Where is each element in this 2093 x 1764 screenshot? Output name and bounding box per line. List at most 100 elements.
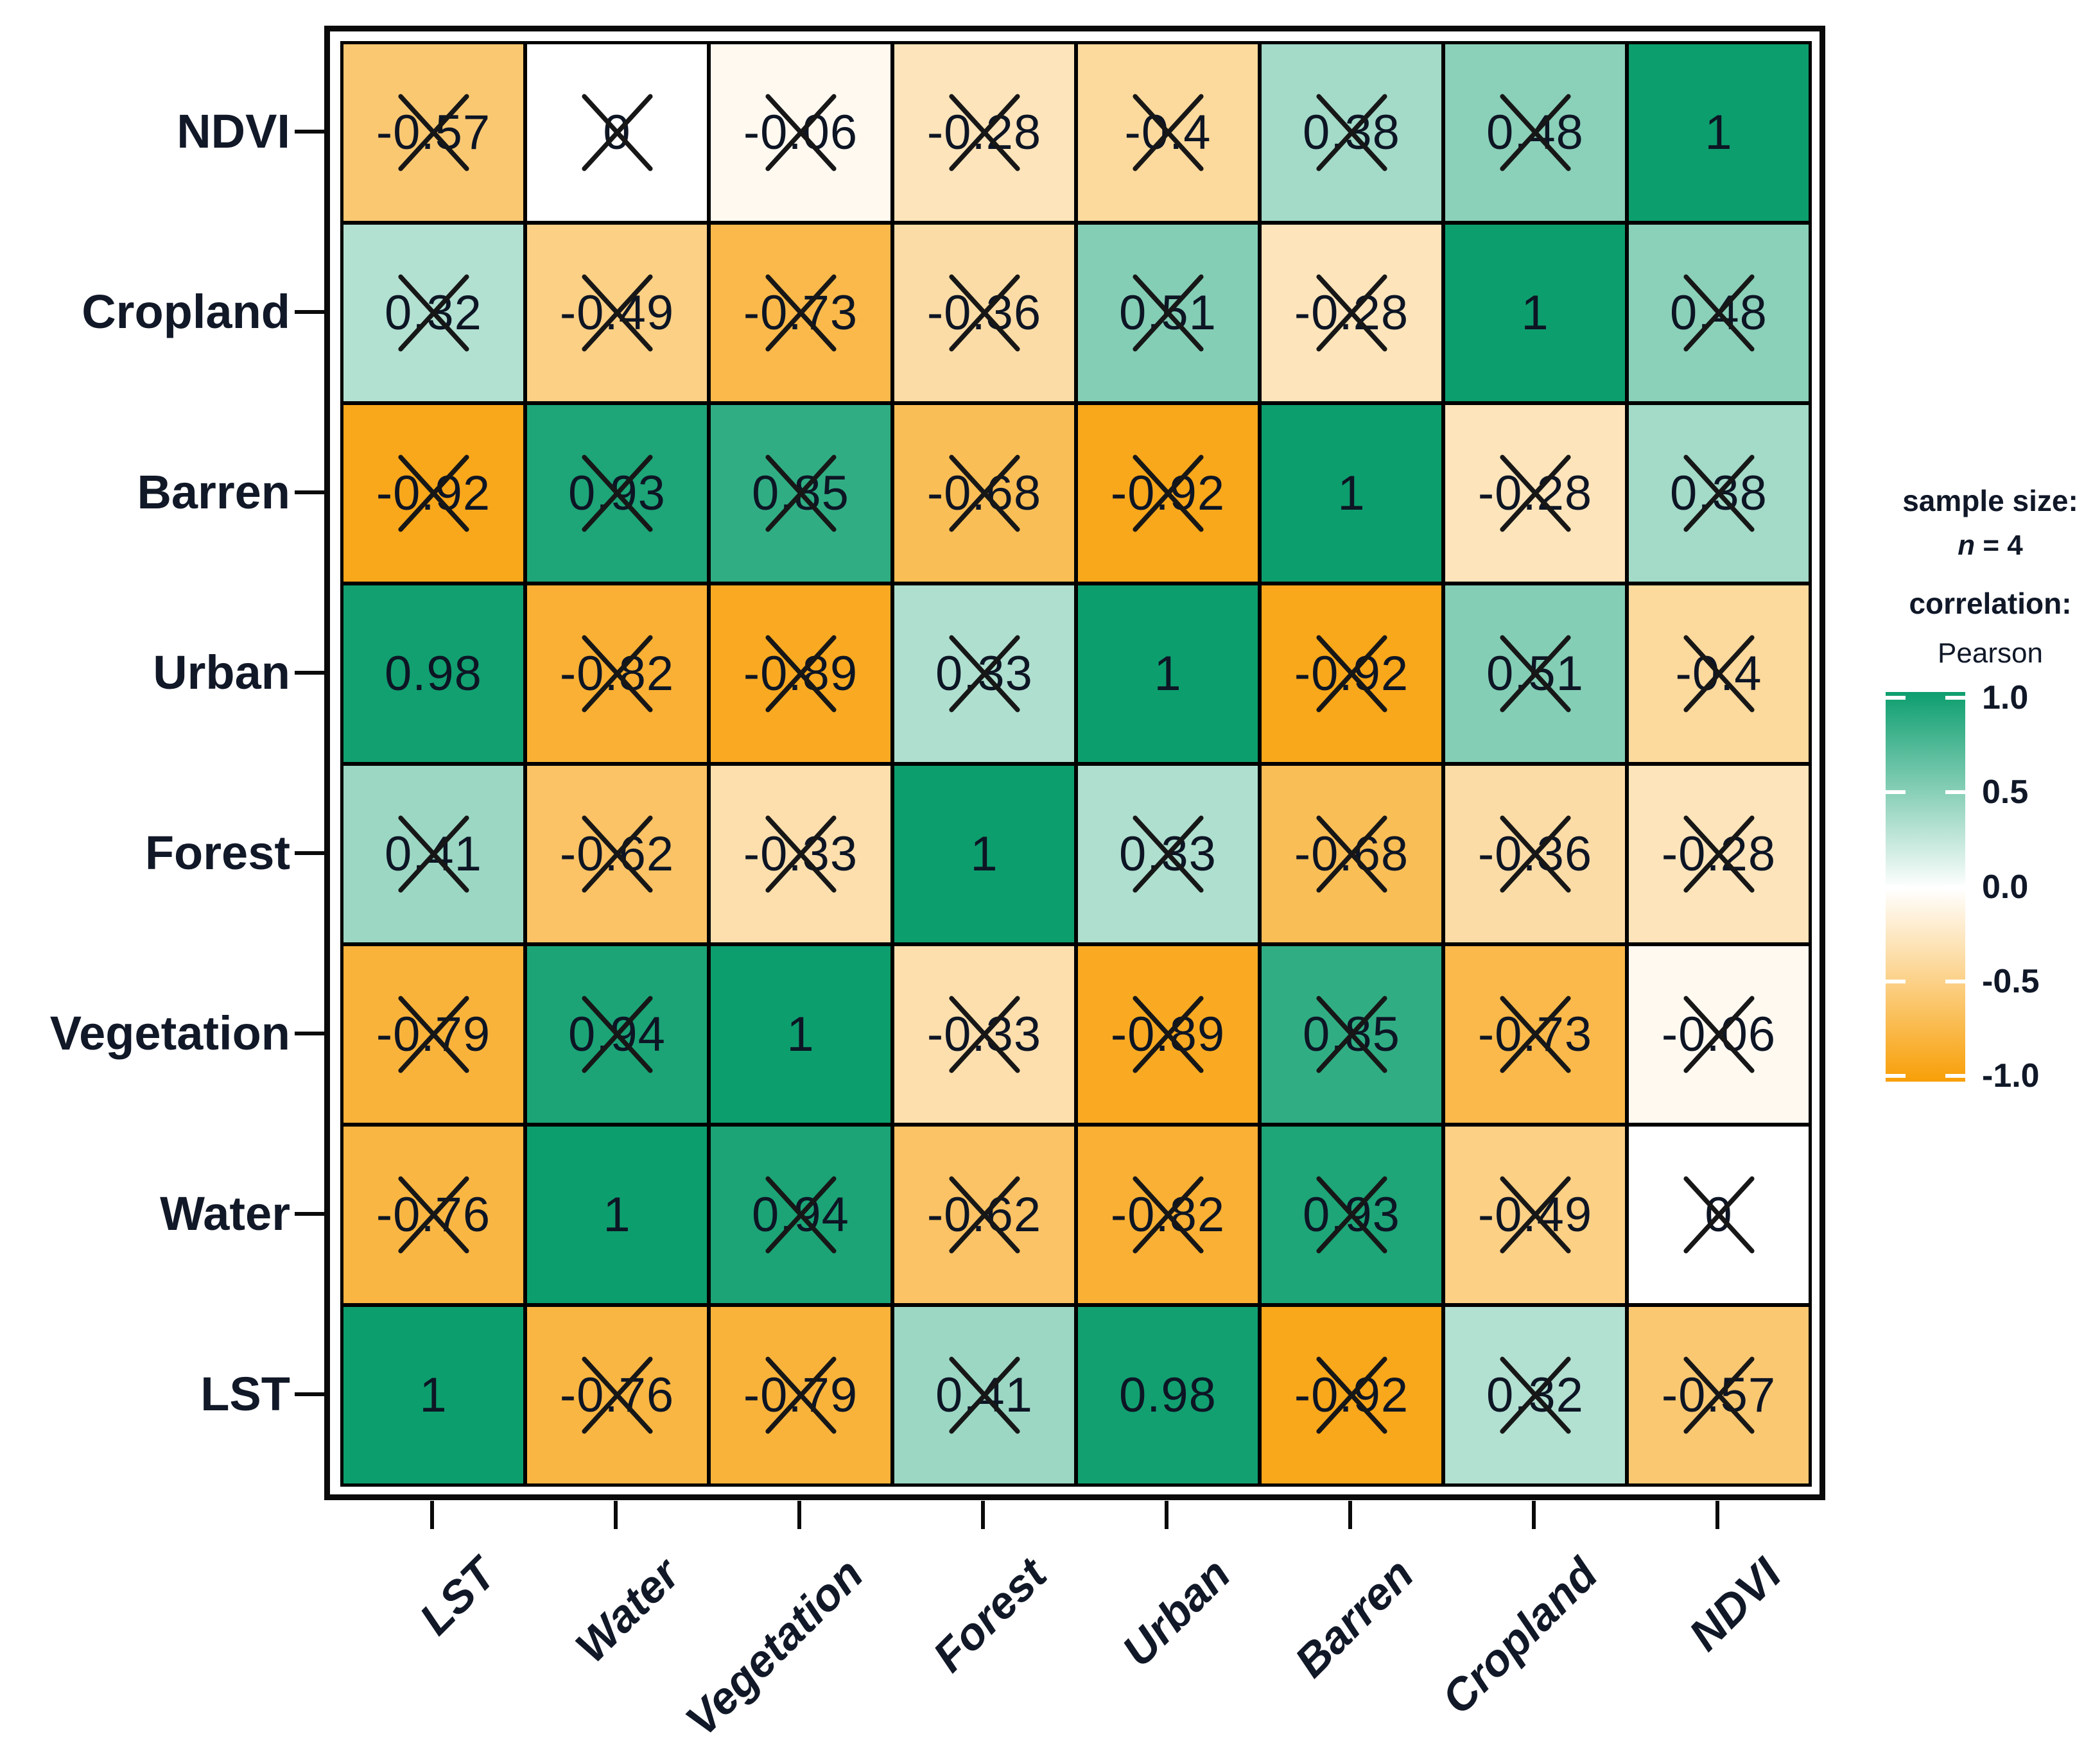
cell-value: 1 bbox=[1705, 105, 1733, 160]
cell-value: 0.98 bbox=[385, 646, 482, 701]
not-significant-x-icon bbox=[1133, 454, 1204, 532]
matrix-cell: -0.82 bbox=[1076, 1125, 1260, 1305]
not-significant-x-icon bbox=[1500, 1176, 1571, 1254]
colorbar-tick-label: -1.0 bbox=[1982, 1057, 2040, 1095]
not-significant-x-icon bbox=[1683, 996, 1755, 1073]
matrix-cell: 0.51 bbox=[1076, 223, 1260, 403]
y-axis-tick bbox=[295, 670, 324, 675]
matrix-cell: 0.94 bbox=[525, 944, 709, 1125]
not-significant-x-icon bbox=[1500, 635, 1571, 713]
colorbar-tick-mark bbox=[1945, 885, 1965, 889]
x-axis-label-urban: Urban bbox=[1112, 1548, 1240, 1676]
x-axis-tick bbox=[1348, 1501, 1352, 1529]
cell-value: 1 bbox=[1521, 286, 1549, 340]
x-axis-label-cropland: Cropland bbox=[1432, 1548, 1607, 1724]
colorbar-tick-mark bbox=[1886, 885, 1906, 889]
not-significant-x-icon bbox=[949, 1356, 1020, 1434]
matrix-cell: -0.36 bbox=[1443, 764, 1627, 944]
not-significant-x-icon bbox=[1133, 996, 1204, 1073]
x-axis-label-forest: Forest bbox=[923, 1548, 1056, 1682]
matrix-cell: 0.98 bbox=[1076, 1305, 1260, 1485]
matrix-cell: 0.93 bbox=[525, 403, 709, 584]
matrix-cell: -0.28 bbox=[1627, 764, 1811, 944]
not-significant-x-icon bbox=[1683, 454, 1755, 532]
matrix-cell: 0.41 bbox=[342, 764, 525, 944]
matrix-cell: 0.48 bbox=[1443, 42, 1627, 223]
not-significant-x-icon bbox=[949, 635, 1020, 713]
matrix-cell: -0.92 bbox=[342, 403, 525, 584]
x-axis-label-lst: LST bbox=[410, 1548, 505, 1645]
not-significant-x-icon bbox=[398, 996, 469, 1073]
not-significant-x-icon bbox=[1316, 815, 1387, 893]
matrix-cell: -0.28 bbox=[1443, 403, 1627, 584]
matrix-cell: -0.79 bbox=[342, 944, 525, 1125]
y-axis-label-water: Water bbox=[160, 1186, 290, 1240]
legend-n-rest: = 4 bbox=[1975, 530, 2023, 561]
matrix-cell: -0.73 bbox=[1443, 944, 1627, 1125]
not-significant-x-icon bbox=[1683, 815, 1755, 893]
cell-value: 1 bbox=[970, 827, 998, 881]
legend-method-label: Pearson bbox=[1938, 637, 2043, 669]
matrix-cell: 1 bbox=[525, 1125, 709, 1305]
not-significant-x-icon bbox=[398, 1176, 469, 1254]
x-axis-label-water: Water bbox=[566, 1548, 689, 1672]
matrix-cell: -0.62 bbox=[892, 1125, 1076, 1305]
not-significant-x-icon bbox=[582, 815, 653, 893]
matrix-cell: 0.38 bbox=[1260, 42, 1443, 223]
colorbar-tick-mark bbox=[1886, 790, 1906, 795]
colorbar-tick-label: 0.0 bbox=[1982, 868, 2029, 906]
matrix-cell: -0.49 bbox=[1443, 1125, 1627, 1305]
matrix-cell: -0.76 bbox=[525, 1305, 709, 1485]
not-significant-x-icon bbox=[765, 94, 837, 171]
matrix-cell: -0.4 bbox=[1627, 584, 1811, 764]
matrix-grid: -0.570-0.06-0.28-0.40.380.4810.32-0.49-0… bbox=[340, 41, 1812, 1487]
not-significant-x-icon bbox=[1500, 1356, 1571, 1434]
matrix-cell: -0.4 bbox=[1076, 42, 1260, 223]
not-significant-x-icon bbox=[1316, 1176, 1387, 1254]
matrix-cell: 1 bbox=[342, 1305, 525, 1485]
legend-n-symbol: n bbox=[1958, 530, 1976, 561]
y-axis-label-barren: Barren bbox=[137, 465, 290, 519]
x-axis-tick bbox=[1532, 1501, 1536, 1529]
matrix-cell: 0 bbox=[525, 42, 709, 223]
not-significant-x-icon bbox=[1316, 274, 1387, 352]
not-significant-x-icon bbox=[582, 996, 653, 1073]
not-significant-x-icon bbox=[398, 94, 469, 171]
colorbar-tick-mark bbox=[1886, 695, 1906, 700]
matrix-cell: 0.93 bbox=[1260, 1125, 1443, 1305]
matrix-cell: 1 bbox=[1443, 223, 1627, 403]
cell-value: 1 bbox=[419, 1368, 447, 1422]
y-axis-label-ndvi: NDVI bbox=[177, 104, 290, 158]
colorbar-tick-mark bbox=[1945, 979, 1965, 983]
matrix-cell: -0.33 bbox=[709, 764, 892, 944]
not-significant-x-icon bbox=[398, 274, 469, 352]
matrix-cell: -0.68 bbox=[892, 403, 1076, 584]
y-axis-label-cropland: Cropland bbox=[82, 284, 290, 338]
matrix-cell: -0.62 bbox=[525, 764, 709, 944]
matrix-cell: -0.76 bbox=[342, 1125, 525, 1305]
not-significant-x-icon bbox=[1133, 274, 1204, 352]
y-axis-tick bbox=[295, 129, 324, 134]
not-significant-x-icon bbox=[765, 635, 837, 713]
not-significant-x-icon bbox=[765, 274, 837, 352]
matrix-cell: 0.98 bbox=[342, 584, 525, 764]
matrix-cell: -0.33 bbox=[892, 944, 1076, 1125]
legend-correlation-label: correlation: bbox=[1909, 587, 2072, 620]
x-axis-tick bbox=[430, 1501, 434, 1529]
y-axis-tick bbox=[295, 1211, 324, 1216]
x-axis-tick bbox=[1715, 1501, 1719, 1529]
not-significant-x-icon bbox=[1683, 274, 1755, 352]
not-significant-x-icon bbox=[1500, 996, 1571, 1073]
not-significant-x-icon bbox=[582, 635, 653, 713]
matrix-cell: 1 bbox=[1627, 42, 1811, 223]
matrix-cell: -0.73 bbox=[709, 223, 892, 403]
y-axis-label-lst: LST bbox=[200, 1367, 290, 1421]
not-significant-x-icon bbox=[949, 94, 1020, 171]
matrix-cell: -0.89 bbox=[709, 584, 892, 764]
matrix-cell: 0.94 bbox=[709, 1125, 892, 1305]
y-axis-tick bbox=[295, 1031, 324, 1035]
matrix-cell: -0.92 bbox=[1260, 584, 1443, 764]
not-significant-x-icon bbox=[582, 94, 653, 171]
not-significant-x-icon bbox=[765, 815, 837, 893]
